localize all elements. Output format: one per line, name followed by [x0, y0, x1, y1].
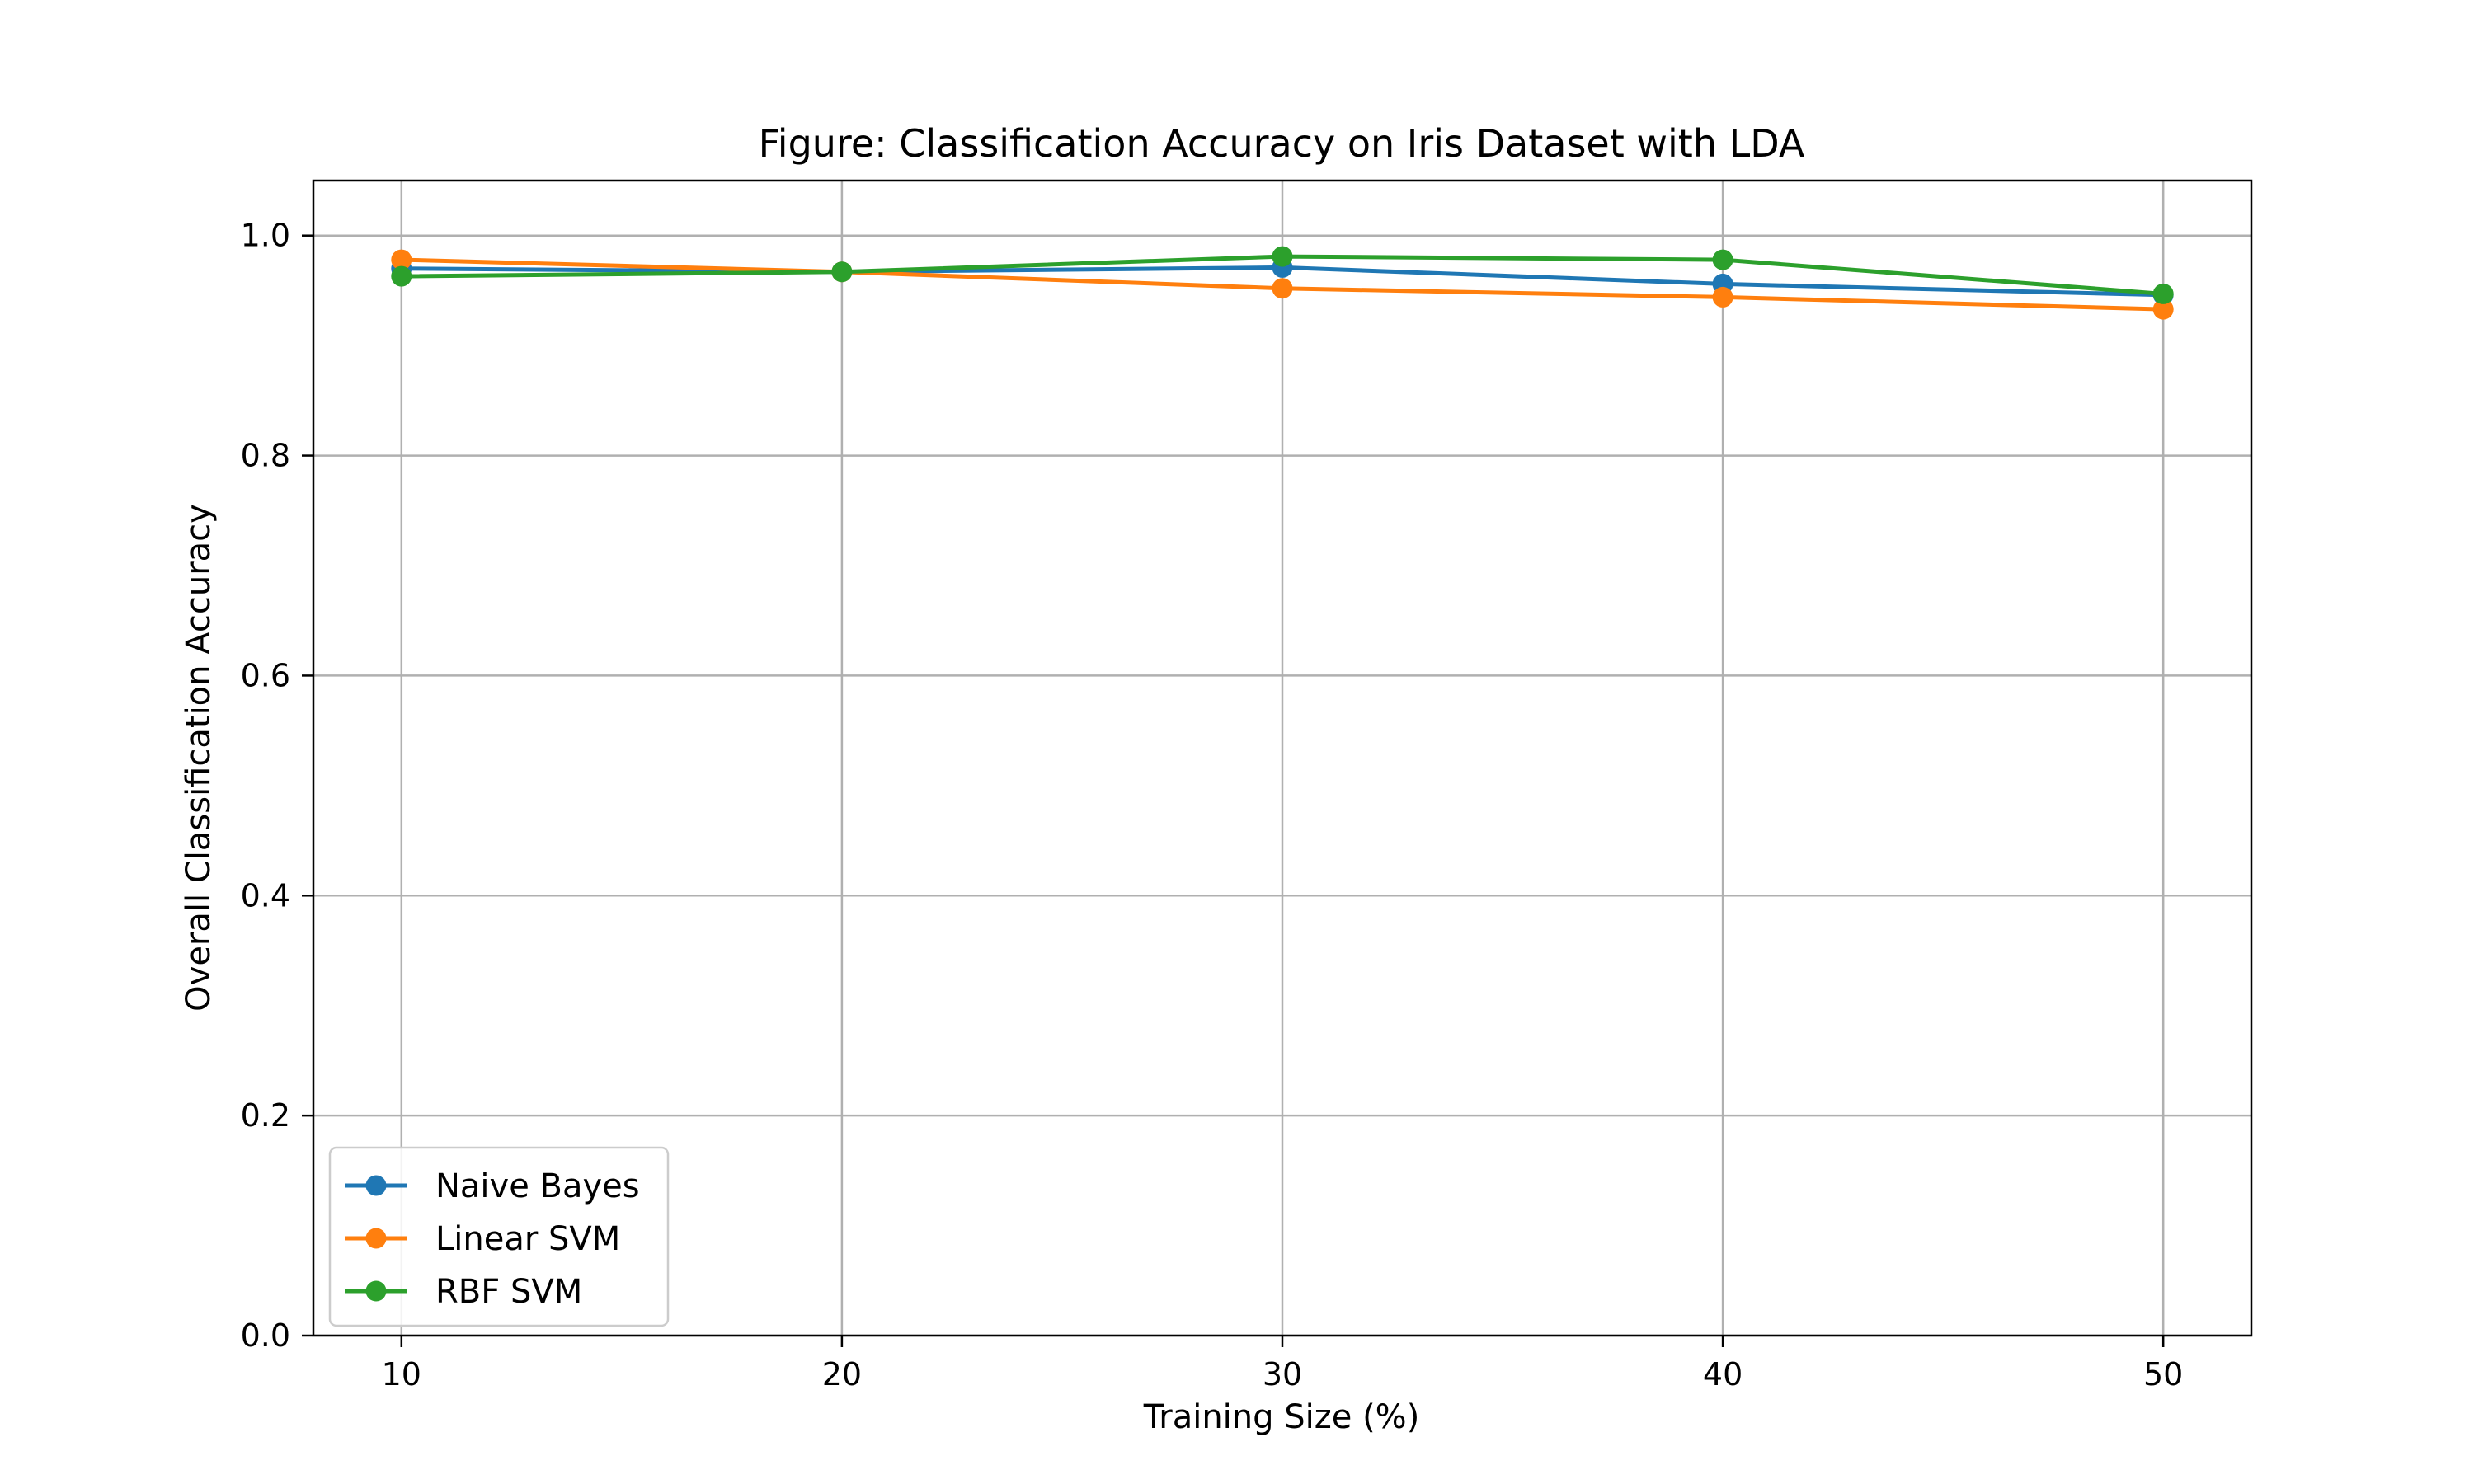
y-tick-label: 0.6 [241, 657, 290, 693]
y-tick-label: 0.8 [241, 438, 290, 474]
series-lines [391, 246, 2174, 320]
x-tick-label: 10 [382, 1356, 421, 1392]
data-point [1272, 278, 1293, 299]
legend-marker [365, 1175, 387, 1196]
axes: 10 20 30 40 50 0.0 0.2 0.4 0.6 0.8 1.0 [241, 179, 2253, 1392]
data-point [391, 265, 412, 287]
data-point [1712, 249, 1733, 270]
y-axis-label: Overall Classification Accuracy [180, 504, 218, 1012]
x-tick-label: 30 [1263, 1356, 1302, 1392]
y-tick-label: 1.0 [241, 218, 290, 254]
legend-label: Naive Bayes [435, 1167, 640, 1205]
legend-label: RBF SVM [435, 1273, 582, 1311]
y-tick-label: 0.4 [241, 877, 290, 913]
y-tick-label: 0.0 [241, 1317, 290, 1354]
legend-label: Linear SVM [435, 1220, 620, 1258]
grid-lines [313, 181, 2251, 1337]
x-tick-label: 50 [2143, 1356, 2183, 1392]
legend-box [328, 1146, 670, 1327]
plot-frame [312, 179, 2253, 1337]
data-point [2152, 283, 2174, 304]
data-point [831, 261, 853, 283]
legend-marker [365, 1280, 387, 1302]
chart-title: Figure: Classification Accuracy on Iris … [759, 121, 1805, 166]
data-point [1712, 286, 1733, 308]
legend-marker [365, 1228, 387, 1249]
x-axis-label: Training Size (%) [1143, 1398, 1420, 1436]
data-point [391, 249, 412, 270]
y-tick-label: 0.2 [241, 1097, 290, 1134]
legend: Naive Bayes Linear SVM RBF SVM [328, 1146, 670, 1327]
x-tick-label: 40 [1703, 1356, 1743, 1392]
data-point [2152, 298, 2174, 320]
data-point [1272, 246, 1293, 267]
x-tick-label: 20 [822, 1356, 862, 1392]
